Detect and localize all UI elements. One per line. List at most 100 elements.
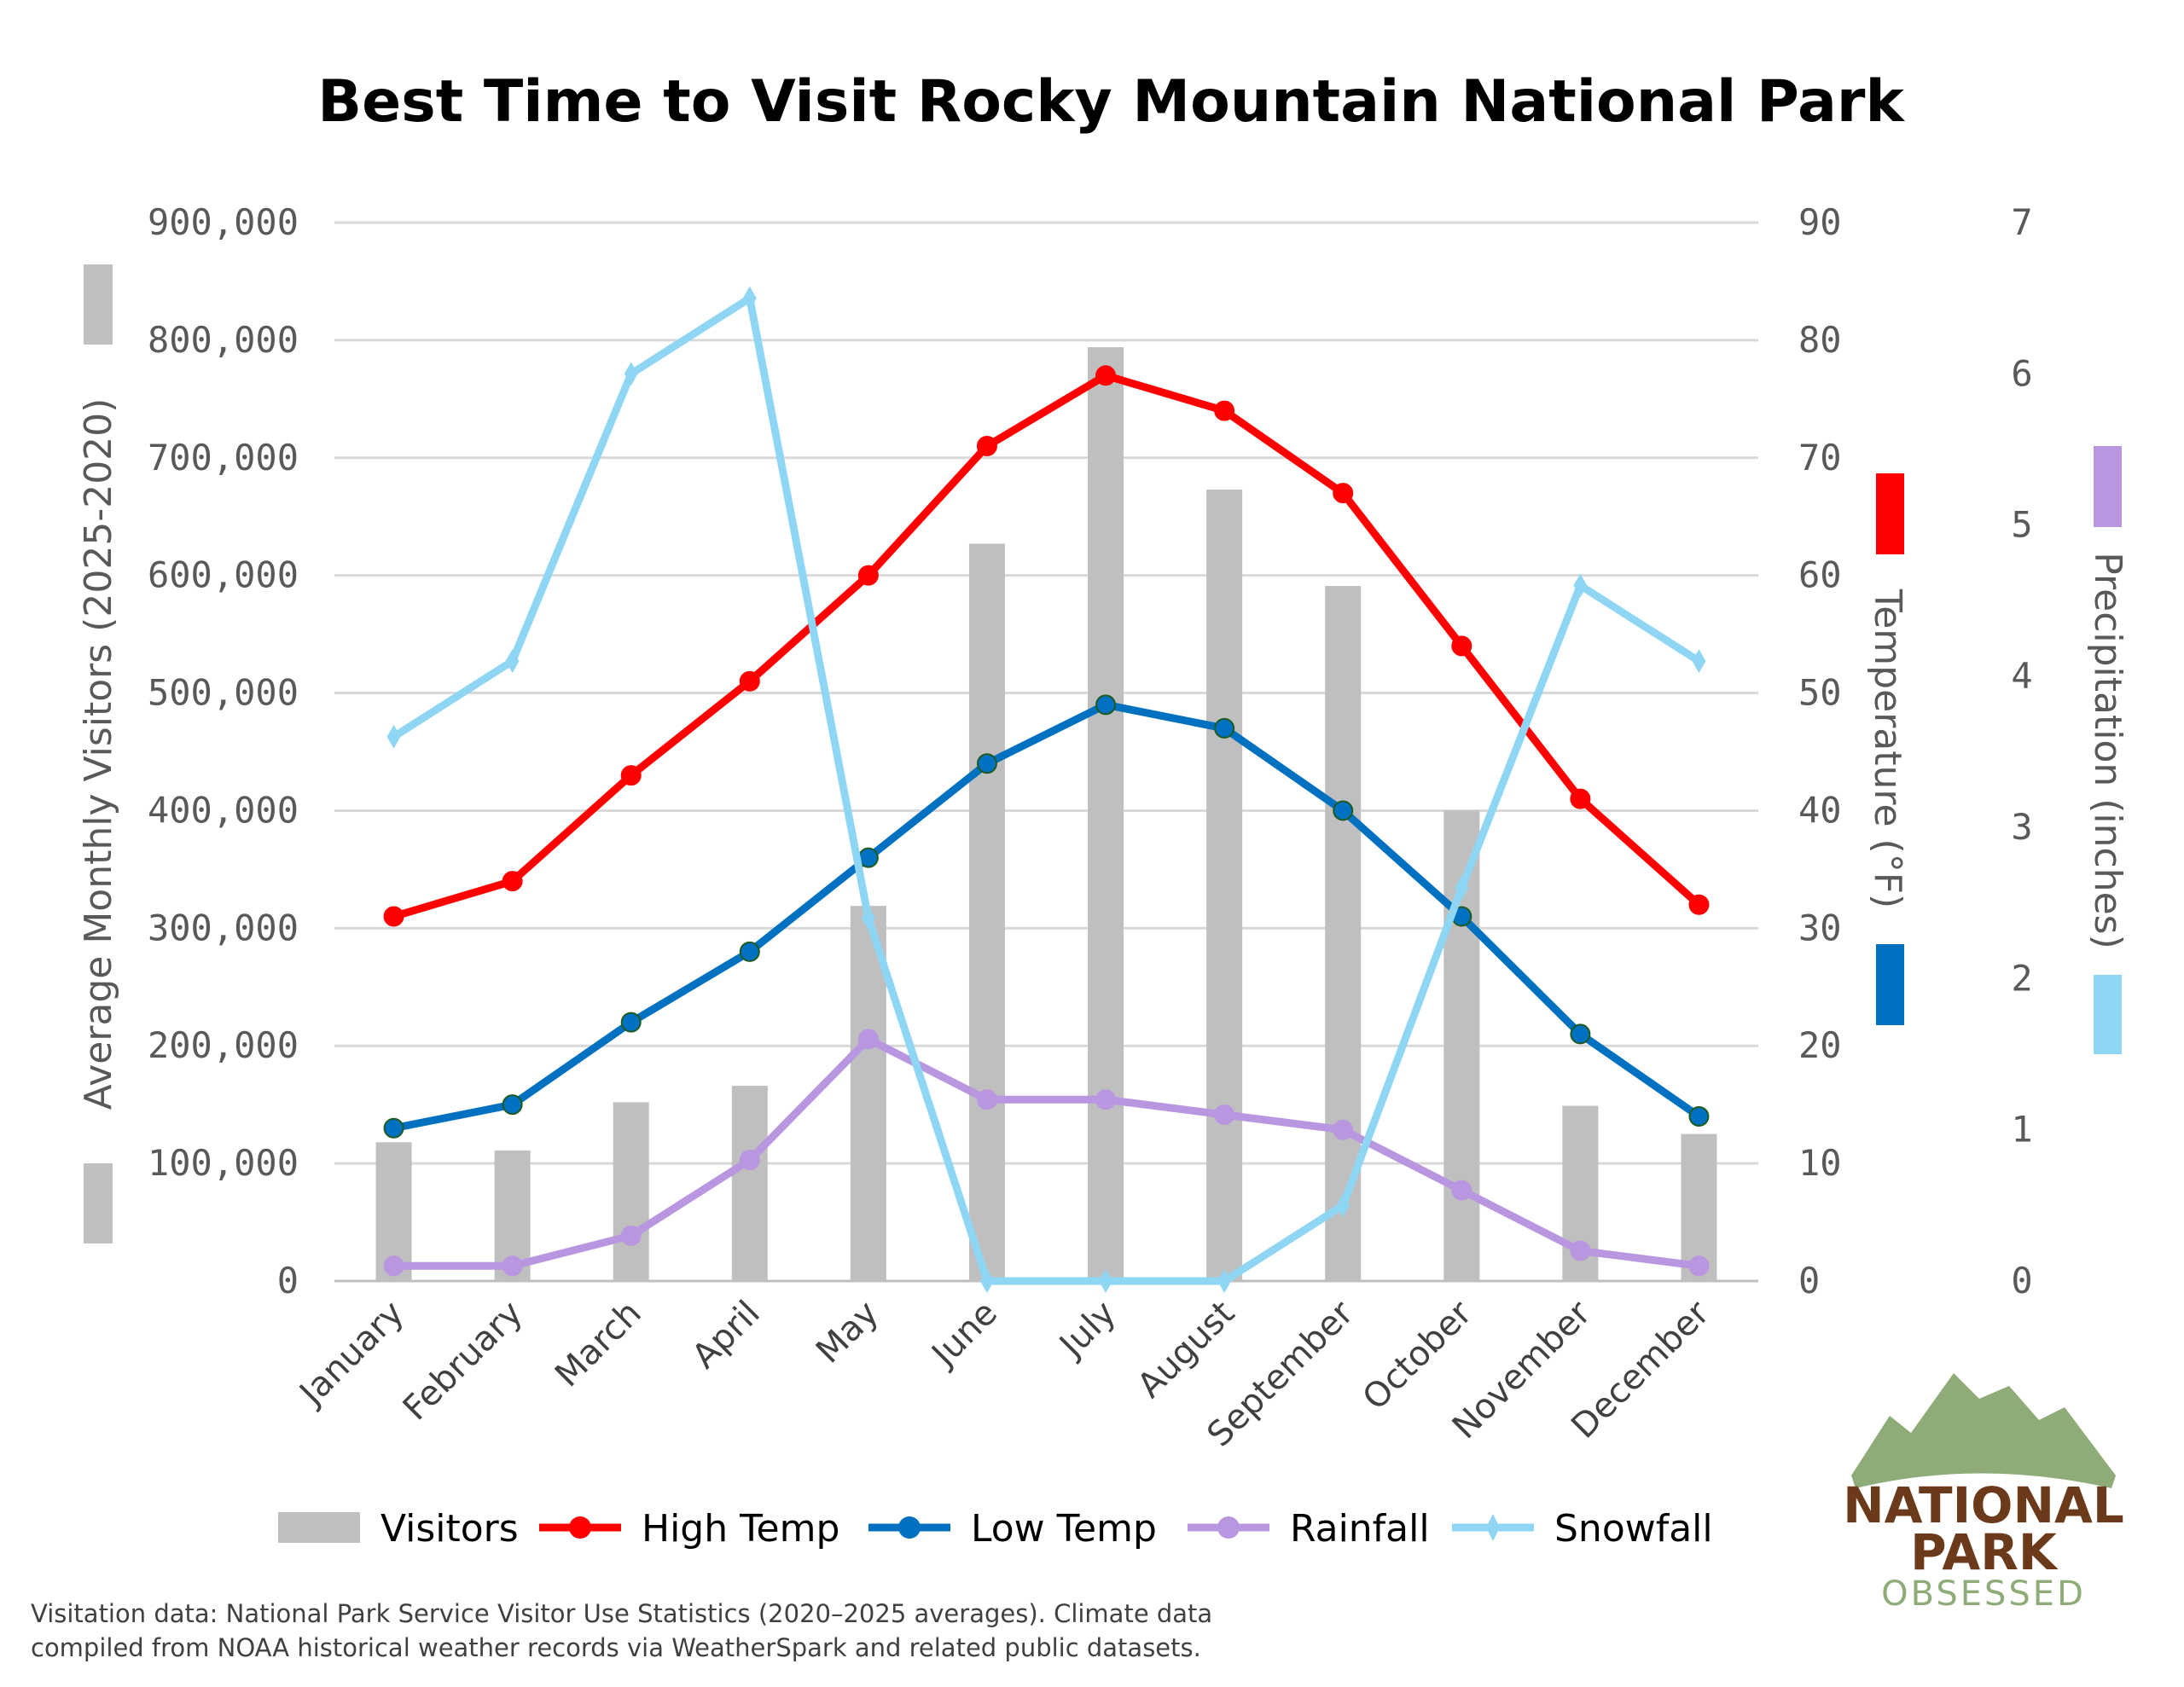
y-temp-tick-label: 40 xyxy=(1798,789,1842,831)
tick-labels: 0 100,000 200,000 300,000 400,000 500,000 600,… xyxy=(148,201,2033,1301)
high-temp-point xyxy=(1095,365,1117,386)
month-label: August xyxy=(1130,1294,1243,1406)
snowfall-point xyxy=(1099,1269,1113,1293)
snowfall-point xyxy=(505,649,520,674)
snowfall-point xyxy=(1573,573,1588,598)
high-temp-point xyxy=(739,670,760,692)
legend-label: High Temp xyxy=(642,1507,839,1551)
rainfall-line xyxy=(393,1035,1700,1270)
high-temp-point xyxy=(620,765,642,786)
legend-label: Visitors xyxy=(380,1507,519,1551)
mountain-icon xyxy=(1851,1373,2116,1488)
snowfall-point xyxy=(861,906,875,930)
y-precip-tick-label: 7 xyxy=(2011,201,2032,243)
y-left-label: Average Monthly Visitors (2025-2020) xyxy=(77,398,120,1110)
y-temp-tick-label: 0 xyxy=(1798,1260,1820,1301)
y-temp-tick-label: 80 xyxy=(1798,319,1842,361)
chart-title: Best Time to Visit Rocky Mountain Nation… xyxy=(317,68,1905,136)
month-label: February xyxy=(396,1294,531,1429)
high-temp-line xyxy=(392,371,1702,920)
high-temp-point xyxy=(1570,788,1591,809)
y-left-tick-label: 300,000 xyxy=(148,907,299,948)
y-left-tick-label: 200,000 xyxy=(148,1024,299,1066)
rainfall-point xyxy=(976,1089,997,1110)
legend-marker xyxy=(898,1516,921,1539)
legend: Visitors High Temp Low Temp Rainfall Snowfal… xyxy=(278,1507,1713,1551)
rainfall-point xyxy=(1451,1180,1472,1201)
y-precip-tick-label: 3 xyxy=(2011,806,2032,848)
low-temp-color-key xyxy=(1876,944,1904,1025)
month-label: May xyxy=(809,1294,886,1371)
logo-line-3: OBSESSED xyxy=(1881,1574,2086,1614)
y-temp-tick-label: 30 xyxy=(1798,907,1842,948)
gridlines xyxy=(334,221,1758,1283)
legend-marker xyxy=(1486,1514,1500,1541)
legend-label: Low Temp xyxy=(971,1507,1157,1551)
logo-line-2: PARK xyxy=(1910,1523,2059,1581)
legend-label: Snowfall xyxy=(1554,1507,1713,1551)
y-precip-tick-label: 0 xyxy=(2011,1260,2032,1301)
y-left-tick-label: 600,000 xyxy=(148,554,299,596)
high-temp-color-key xyxy=(1876,473,1904,554)
national-park-obsessed-logo: NATIONAL PARK OBSESSED xyxy=(1843,1373,2124,1614)
legend-marker xyxy=(569,1516,591,1539)
y-left-tick-label: 500,000 xyxy=(148,672,299,714)
visitors-bar xyxy=(731,1086,768,1281)
visitors-color-key xyxy=(84,264,113,345)
low-temp-point xyxy=(1570,1023,1591,1045)
temp-axis-title: Temperature (°F) xyxy=(1866,473,1909,1025)
low-temp-point xyxy=(739,941,760,962)
snowfall-point xyxy=(386,724,401,749)
rainfall-point xyxy=(502,1255,523,1277)
high-temp-point xyxy=(1451,635,1472,657)
month-label: April xyxy=(685,1294,768,1377)
y-precip-tick-label: 4 xyxy=(2011,655,2032,697)
y-temp-tick-label: 90 xyxy=(1798,201,1842,243)
rainfall-point xyxy=(1688,1255,1710,1277)
snowfall-point xyxy=(1455,876,1469,901)
visitors-bar xyxy=(613,1102,649,1281)
snowfall-color-key xyxy=(2094,975,2122,1054)
series-lines xyxy=(383,286,1710,1293)
snowfall-point xyxy=(1692,649,1706,674)
month-label: July xyxy=(1051,1294,1124,1367)
visitors-bar xyxy=(850,906,886,1281)
left-axis-title: Average Monthly Visitors (2025-2020) xyxy=(77,264,120,1244)
low-temp-point xyxy=(1095,694,1117,716)
rainfall-point xyxy=(620,1225,642,1246)
legend-label: Rainfall xyxy=(1290,1507,1430,1551)
high-temp-point xyxy=(1214,400,1235,421)
month-label: March xyxy=(548,1294,649,1395)
snowfall-line xyxy=(392,294,1701,1285)
high-temp-point xyxy=(1688,894,1710,915)
visitors-bar xyxy=(1088,347,1124,1281)
legend-marker xyxy=(1217,1516,1240,1539)
low-temp-point xyxy=(1688,1105,1710,1127)
visitors-bar xyxy=(1206,490,1243,1281)
rainfall-point xyxy=(383,1255,404,1277)
low-temp-point xyxy=(620,1012,642,1033)
high-temp-point xyxy=(976,435,997,456)
high-temp-point xyxy=(1333,483,1354,504)
y-precip-tick-label: 6 xyxy=(2011,352,2032,394)
y-temp-tick-label: 20 xyxy=(1798,1024,1842,1066)
rainfall-color-key xyxy=(2094,446,2122,527)
rainfall-point xyxy=(1333,1119,1354,1140)
y-precip-tick-label: 5 xyxy=(2011,504,2032,546)
y-left-tick-label: 100,000 xyxy=(148,1142,299,1184)
y-temp-tick-label: 60 xyxy=(1798,554,1842,596)
legend-swatch-visitors xyxy=(278,1512,360,1543)
month-label: October xyxy=(1356,1293,1480,1417)
y-temp-tick-label: 50 xyxy=(1798,672,1842,714)
low-temp-point xyxy=(502,1094,523,1116)
rainfall-point xyxy=(857,1029,879,1050)
footnote-line-2: compiled from NOAA historical weather re… xyxy=(31,1633,1201,1662)
month-label: January xyxy=(291,1294,412,1415)
y-precip-label: Precipitation (inches) xyxy=(2086,552,2129,949)
high-temp-point xyxy=(502,871,523,892)
low-temp-point xyxy=(976,753,997,774)
y-left-tick-label: 700,000 xyxy=(148,437,299,478)
snowfall-point xyxy=(624,362,638,386)
